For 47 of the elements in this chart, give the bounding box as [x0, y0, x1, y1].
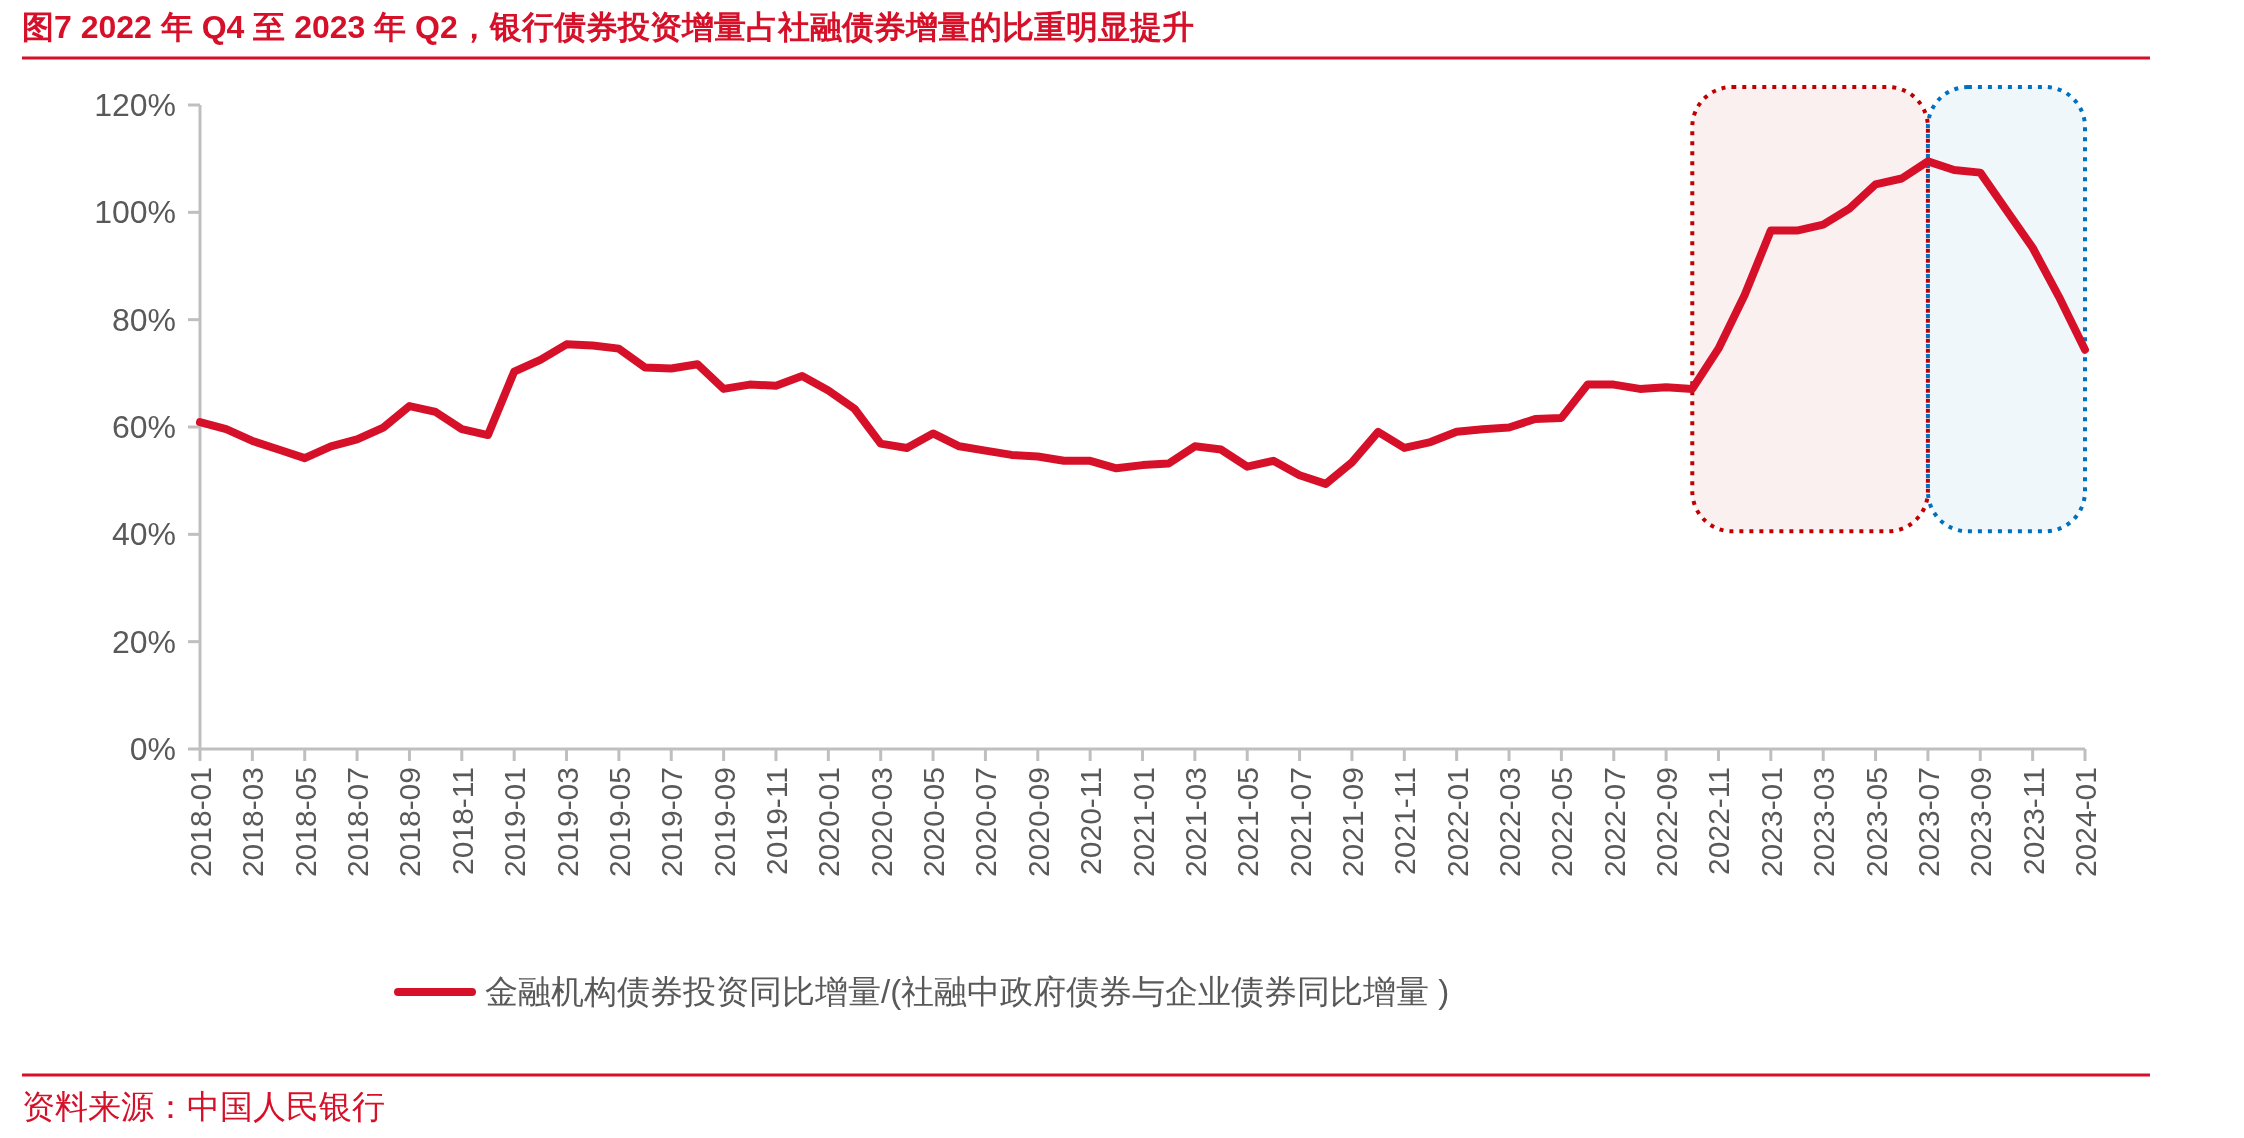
- x-tick-label: 2023-09: [1964, 767, 1998, 878]
- x-tick-label: 2021-09: [1335, 767, 1369, 878]
- y-tick-label: 60%: [111, 409, 176, 445]
- x-tick-label: 2022-05: [1545, 767, 1579, 878]
- x-tick-label: 2018-03: [236, 767, 270, 878]
- x-tick-label: 2019-01: [498, 767, 532, 878]
- x-tick-label: 2023-03: [1807, 767, 1841, 878]
- y-tick-label: 100%: [94, 194, 176, 231]
- x-tick-label: 2018-01: [184, 767, 217, 878]
- x-tick-label: 2020-11: [1074, 767, 1108, 875]
- x-tick-label: 2022-11: [1702, 767, 1736, 875]
- x-tick-label: 2021-03: [1178, 767, 1212, 878]
- x-tick-label: 2022-09: [1650, 767, 1684, 878]
- x-tick-label: 2019-05: [602, 767, 636, 878]
- x-tick-label: 2020-09: [1021, 767, 1055, 878]
- y-tick-label: 80%: [111, 301, 176, 338]
- x-tick-label: 2024-01: [2069, 767, 2102, 878]
- x-tick-label: 2022-03: [1493, 767, 1527, 878]
- x-tick-label: 2019-03: [550, 767, 584, 878]
- x-tick-label: 2018-07: [341, 767, 375, 878]
- x-tick-label: 2023-05: [1859, 767, 1893, 878]
- x-tick-label: 2019-07: [655, 767, 689, 878]
- x-tick-label: 2018-09: [393, 767, 427, 878]
- y-tick-label: 0%: [129, 731, 176, 767]
- x-tick-label: 2023-01: [1754, 767, 1788, 878]
- x-tick-label: 2018-11: [445, 767, 479, 875]
- x-tick-label: 2021-01: [1126, 767, 1160, 878]
- x-tick-label: 2019-11: [759, 767, 793, 875]
- x-tick-label: 2020-03: [864, 767, 898, 878]
- x-tick-label: 2021-05: [1231, 767, 1265, 878]
- x-tick-label: 2021-11: [1388, 767, 1422, 875]
- x-tick-label: 2020-05: [917, 767, 951, 878]
- x-tick-label: 2022-07: [1597, 767, 1631, 878]
- x-tick-label: 2019-09: [707, 767, 741, 878]
- chart-title: 图7 2022 年 Q4 至 2023 年 Q2，银行债券投资增量占社融债券增量的比重明显提升: [22, 9, 1194, 45]
- y-tick-label: 120%: [94, 87, 176, 123]
- x-tick-label: 2022-01: [1440, 767, 1474, 878]
- x-tick-label: 2021-07: [1283, 767, 1317, 878]
- x-tick-label: 2023-07: [1911, 767, 1945, 878]
- y-tick-label: 40%: [111, 516, 176, 553]
- x-tick-label: 2018-05: [288, 767, 322, 878]
- x-tick-label: 2020-07: [969, 767, 1003, 878]
- text: 资料来源：中国人民银行: [22, 1088, 385, 1125]
- y-tick-label: 20%: [111, 623, 176, 660]
- x-tick-label: 2023-11: [2016, 767, 2050, 875]
- x-tick-label: 2020-01: [812, 767, 846, 878]
- legend: 金融机构债券投资同比增量/(社融中政府债券与企业债券同比增量 ): [394, 973, 1450, 1010]
